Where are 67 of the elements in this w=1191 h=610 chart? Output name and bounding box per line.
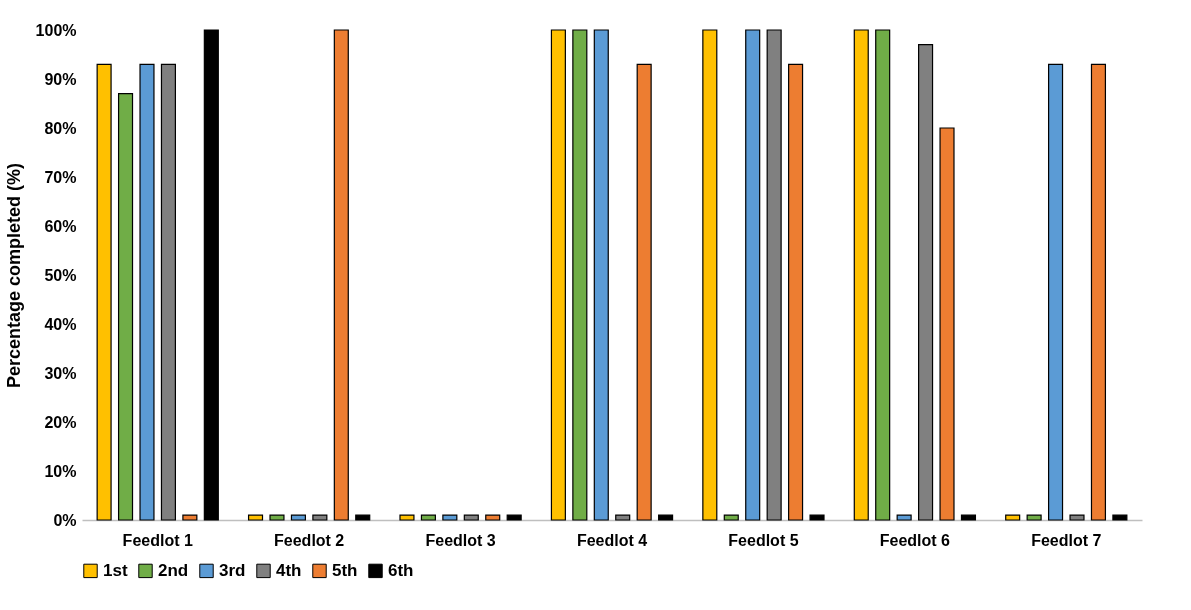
legend-label: 1st [103, 560, 128, 580]
y-tick-label: 50% [44, 266, 77, 284]
x-tick-label: Feedlot 6 [879, 531, 951, 549]
bar [896, 514, 912, 521]
bar [1026, 514, 1042, 521]
bar [939, 127, 955, 521]
bar [1069, 514, 1085, 521]
bar [1005, 514, 1021, 521]
bar [636, 63, 652, 521]
bar [182, 514, 198, 521]
bar [247, 514, 264, 521]
bar [723, 514, 739, 521]
bar [1112, 514, 1128, 521]
bar [96, 63, 112, 521]
bar [615, 514, 631, 521]
bar [572, 29, 588, 521]
y-tick-label: 40% [44, 315, 77, 333]
bar [485, 514, 501, 521]
bar [399, 514, 415, 521]
legend-label: 4th [276, 560, 302, 580]
bar [658, 514, 674, 521]
legend-label: 6th [388, 560, 414, 580]
bar [139, 63, 155, 521]
bar [550, 29, 566, 521]
bar [312, 514, 328, 521]
legend-label: 2nd [158, 560, 189, 580]
y-tick-label: 100% [35, 21, 77, 39]
y-tick-label: 70% [44, 168, 77, 186]
bar [355, 514, 371, 521]
bar [203, 29, 219, 521]
bar [333, 29, 349, 521]
y-tick-label: 30% [44, 364, 77, 382]
bar [1090, 63, 1107, 521]
bar [269, 514, 285, 521]
bar [875, 29, 891, 521]
y-tick-label: 90% [44, 70, 77, 88]
x-tick-label: Feedlot 5 [728, 531, 799, 549]
x-tick-label: Feedlot 3 [425, 531, 496, 549]
bar [160, 63, 176, 521]
bar [420, 514, 436, 521]
bar [506, 514, 522, 521]
y-tick-label: 0% [53, 511, 77, 529]
x-tick-label: Feedlot 2 [274, 531, 345, 549]
y-tick-label: 10% [44, 462, 77, 480]
bar [702, 29, 718, 521]
bar [853, 29, 869, 521]
legend-label: 3rd [219, 560, 246, 580]
bar [463, 514, 479, 521]
bar [1048, 63, 1064, 521]
y-tick-label: 20% [44, 413, 77, 431]
bar [290, 514, 306, 521]
x-tick-label: Feedlot 7 [1031, 531, 1102, 549]
bar [960, 514, 977, 521]
bar [745, 29, 761, 521]
bar [117, 93, 134, 521]
bar [809, 514, 825, 521]
y-tick-label: 60% [44, 217, 77, 235]
bar [442, 514, 458, 521]
bar [788, 63, 804, 521]
x-tick-label: Feedlot 4 [576, 531, 648, 549]
y-tick-label: 80% [44, 119, 77, 137]
bar [918, 44, 934, 521]
x-tick-label: Feedlot 1 [122, 531, 193, 549]
bar [766, 29, 782, 521]
y-axis-title: Percentage completed (%) [3, 162, 24, 389]
legend-label: 5th [332, 560, 358, 580]
bar [593, 29, 609, 521]
